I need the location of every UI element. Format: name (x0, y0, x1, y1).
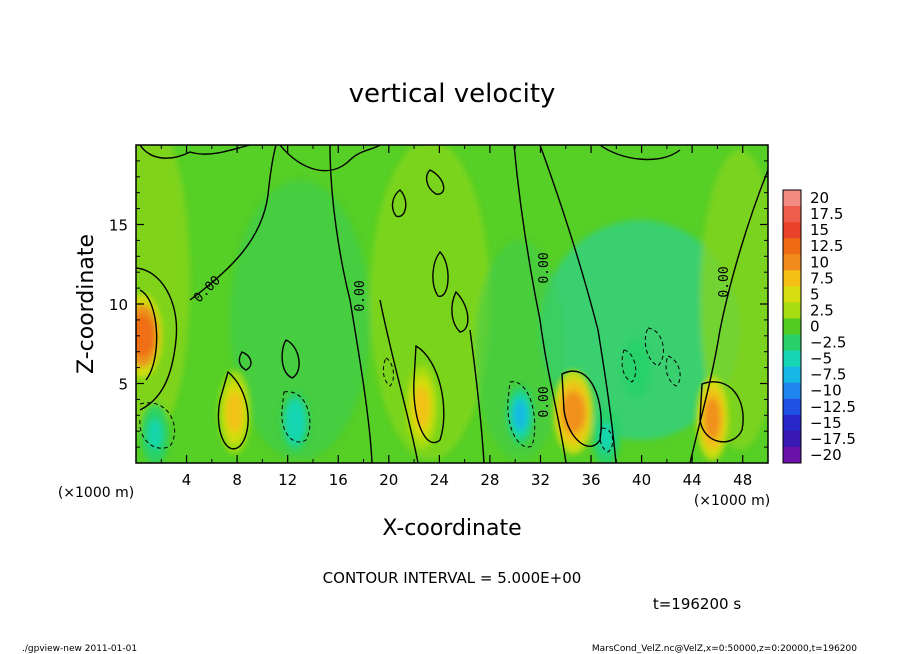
velocity-level (704, 397, 721, 440)
colorbar-label: 5 (810, 285, 820, 303)
colorbar-swatch (783, 366, 801, 384)
colorbar-label: −7.5 (810, 366, 846, 384)
x-tick-label: 16 (329, 471, 348, 489)
colorbar-label: 12.5 (810, 237, 843, 255)
colorbar-swatch (783, 206, 801, 223)
chart-title: vertical velocity (349, 79, 556, 109)
contour-interval-note: CONTOUR INTERVAL = 5.000E+00 (323, 569, 582, 587)
colorbar: 2017.51512.5107.552.50−2.5−5−7.5−10−12.5… (782, 189, 856, 464)
colorbar-label: 7.5 (810, 269, 834, 287)
colorbar-frame (782, 189, 802, 464)
downdraft-cell (622, 337, 651, 398)
colorbar-swatch (783, 334, 801, 352)
contour-label: 0.00 (353, 280, 368, 311)
colorbar-label: −17.5 (810, 430, 856, 448)
x-tick-label: 20 (379, 471, 398, 489)
colorbar-swatch (783, 430, 801, 448)
velocity-level (599, 422, 614, 453)
x-axis-label: X-coordinate (382, 516, 521, 541)
footer-left: ./gpview-new 2011-01-01 (22, 644, 137, 654)
colorbar-label: −2.5 (810, 334, 846, 352)
colorbar-label: 2.5 (810, 301, 834, 319)
x-tick-label: 12 (278, 471, 297, 489)
colorbar-swatch (783, 286, 801, 303)
colorbar-label: 10 (810, 253, 829, 271)
colorbar-swatch (783, 318, 801, 336)
x-axis-unit-right: (×1000 m) (694, 493, 770, 509)
x-tick-label: 40 (632, 471, 651, 489)
velocity-level (226, 391, 243, 434)
colorbar-swatch (783, 414, 801, 432)
y-axis-label: Z-coordinate (74, 234, 99, 374)
downdraft-cell (506, 385, 535, 446)
y-tick-label: 10 (109, 296, 128, 314)
y-tick-label: 15 (109, 217, 128, 235)
field-shading (136, 145, 768, 460)
colorbar-label: −10 (810, 382, 842, 400)
updraft-cell (405, 365, 438, 450)
velocity-level (413, 386, 430, 429)
colorbar-label: 17.5 (810, 205, 843, 223)
velocity-cells (136, 293, 729, 463)
x-tick-label: 44 (683, 471, 702, 489)
velocity-level (513, 400, 528, 431)
y-tick-label: 5 (118, 376, 128, 394)
x-tick-label: 24 (430, 471, 449, 489)
colorbar-swatch (783, 190, 801, 207)
footer-right: MarsCond_VelZ.nc@VelZ,x=0:50000,z=0:2000… (592, 644, 857, 654)
downdraft-cell (140, 404, 169, 463)
x-axis-unit-left: (×1000 m) (58, 485, 134, 501)
y-axis-ticks: 5 10 15 (109, 160, 768, 448)
colorbar-label: −5 (810, 350, 832, 368)
colorbar-swatch (783, 446, 801, 464)
x-tick-label: 48 (733, 471, 752, 489)
negative-contours (139, 327, 681, 453)
contour-label: 0.00 (717, 266, 732, 297)
colorbar-swatch (783, 382, 801, 400)
colorbar-label: 15 (810, 221, 829, 239)
x-tick-label: 28 (480, 471, 499, 489)
colorbar-swatch (783, 270, 801, 287)
contour-label: 0.00 (537, 252, 552, 283)
x-tick-label: 8 (232, 471, 242, 489)
zero-contours (136, 145, 768, 463)
colorbar-label: −15 (810, 414, 842, 432)
colorbar-swatch (783, 398, 801, 416)
downdraft-cell (281, 391, 310, 452)
time-stamp: t=196200 s (653, 595, 741, 613)
colorbar-swatch (783, 302, 801, 319)
colorbar-swatch (783, 238, 801, 255)
colorbar-label: 20 (810, 189, 829, 207)
contour-label: 0.00 (537, 386, 552, 417)
colorbar-label: −12.5 (810, 398, 856, 416)
velocity-level (288, 406, 303, 437)
colorbar-label: −20 (810, 446, 842, 464)
colorbar-swatch (783, 222, 801, 239)
updraft-cell (553, 370, 594, 455)
x-tick-label: 32 (531, 471, 550, 489)
colorbar-label: 0 (810, 318, 820, 336)
colorbar-swatch (783, 254, 801, 271)
x-axis-ticks: 4 8 12 16 20 24 28 32 36 40 44 48 (160, 145, 752, 489)
velocity-level (629, 352, 644, 383)
colorbar-swatch (783, 350, 801, 368)
x-tick-label: 4 (182, 471, 192, 489)
velocity-level (136, 314, 155, 357)
plot-area: 0.00 0.00 0.00 0.00 0.00 (136, 145, 768, 463)
updraft-cell (696, 376, 729, 461)
velocity-level (147, 419, 162, 450)
x-tick-label: 36 (581, 471, 600, 489)
